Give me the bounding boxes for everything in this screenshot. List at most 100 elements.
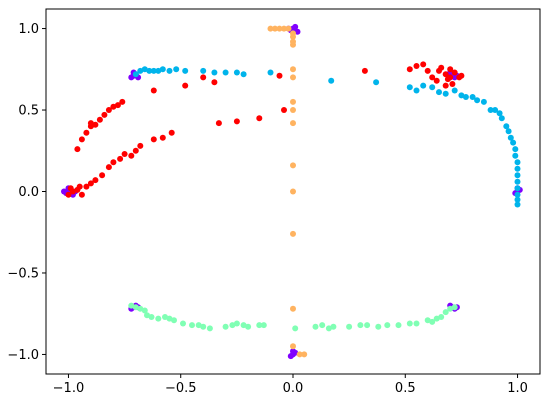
point-s4-7	[87, 180, 94, 187]
point-s4-19	[168, 129, 175, 136]
point-s2-36	[429, 318, 436, 325]
point-s4-22	[83, 129, 90, 136]
point-s1-5	[155, 67, 162, 74]
point-s1-27	[469, 94, 476, 100]
point-s3-20	[301, 351, 308, 358]
point-s2-25	[325, 325, 332, 332]
point-s2-12	[195, 322, 202, 329]
point-s2-19	[245, 323, 252, 330]
point-s4-53	[447, 66, 454, 73]
point-s4-51	[442, 82, 449, 89]
point-s1-30	[487, 107, 494, 113]
point-s1-45	[514, 191, 521, 198]
point-s3-16	[290, 230, 296, 237]
point-s1-33	[498, 115, 505, 122]
point-s4-6	[83, 183, 90, 190]
point-s1-25	[458, 92, 465, 99]
point-s1-11	[211, 69, 218, 76]
point-s2-20	[256, 322, 263, 329]
point-s4-4	[78, 191, 85, 198]
point-s2-38	[438, 314, 445, 320]
point-s3-4	[285, 25, 292, 32]
point-s2-15	[222, 323, 229, 330]
point-s4-11	[110, 159, 117, 166]
x-tick-label: −0.5	[165, 381, 197, 396]
point-s1-47	[514, 201, 521, 208]
point-s1-35	[505, 128, 512, 135]
point-s3-13	[290, 120, 296, 127]
point-s1-7	[166, 67, 173, 74]
point-s2-18	[240, 322, 247, 329]
point-s1-13	[233, 69, 240, 76]
point-s4-28	[105, 107, 112, 113]
point-s2-26	[330, 323, 337, 330]
point-s4-32	[150, 87, 157, 94]
point-s1-12	[222, 69, 229, 76]
point-s3-1	[272, 25, 278, 32]
point-s2-6	[155, 315, 162, 322]
point-s1-44	[514, 185, 521, 192]
point-s0-9	[128, 74, 135, 81]
point-s1-36	[507, 134, 514, 141]
point-s1-1	[137, 67, 144, 74]
x-tick-label: −1.0	[53, 381, 85, 396]
point-s1-15	[267, 69, 274, 76]
point-s0-33	[290, 348, 296, 355]
point-s2-24	[319, 322, 326, 329]
point-s2-39	[442, 309, 449, 316]
x-tick-label: 1.0	[507, 381, 528, 396]
point-s1-10	[200, 67, 207, 74]
point-s4-36	[215, 120, 222, 127]
y-tick-label: 0.0	[18, 185, 39, 200]
point-s4-44	[420, 61, 427, 68]
point-s2-0	[128, 302, 135, 309]
point-s1-16	[328, 77, 335, 84]
y-tick-label: 0.5	[18, 104, 39, 119]
point-s3-2	[276, 25, 283, 32]
point-s1-17	[373, 79, 380, 86]
point-s3-9	[290, 66, 296, 73]
point-s3-11	[290, 98, 296, 105]
point-s3-12	[290, 107, 296, 113]
point-s4-40	[276, 72, 283, 79]
point-s1-3	[146, 67, 153, 74]
point-s2-35	[424, 317, 431, 324]
series-2	[128, 302, 458, 332]
point-s3-8	[290, 41, 296, 48]
point-s2-23	[312, 323, 319, 330]
series-3	[267, 25, 308, 358]
point-s4-25	[92, 121, 99, 128]
y-tick-label: −0.5	[7, 266, 39, 281]
point-s1-37	[510, 139, 517, 146]
point-s1-24	[451, 87, 458, 94]
point-s1-34	[503, 123, 510, 130]
point-s4-13	[121, 151, 128, 157]
point-s4-42	[406, 66, 413, 73]
point-s2-22	[292, 325, 299, 332]
point-s4-49	[438, 64, 445, 71]
point-s2-3	[141, 307, 148, 314]
point-s1-21	[429, 84, 436, 91]
point-s1-8	[173, 66, 180, 73]
point-s4-14	[128, 152, 135, 159]
point-s4-18	[159, 134, 166, 141]
point-s2-8	[166, 315, 173, 322]
point-s1-23	[442, 90, 449, 97]
point-s1-9	[182, 67, 189, 74]
series-1	[132, 66, 521, 208]
point-s4-37	[233, 118, 240, 125]
point-s1-28	[474, 97, 481, 104]
point-s2-40	[447, 305, 454, 312]
point-s4-55	[449, 81, 456, 87]
point-s1-20	[420, 82, 427, 89]
x-tick-label: 0.0	[283, 381, 304, 396]
point-s1-43	[514, 178, 521, 185]
point-s4-10	[105, 164, 112, 171]
point-s0-15	[294, 28, 301, 35]
point-s3-17	[290, 305, 296, 312]
point-s4-30	[114, 102, 121, 109]
point-s2-30	[375, 323, 382, 330]
point-s4-9	[99, 172, 106, 179]
point-s2-33	[406, 320, 413, 327]
